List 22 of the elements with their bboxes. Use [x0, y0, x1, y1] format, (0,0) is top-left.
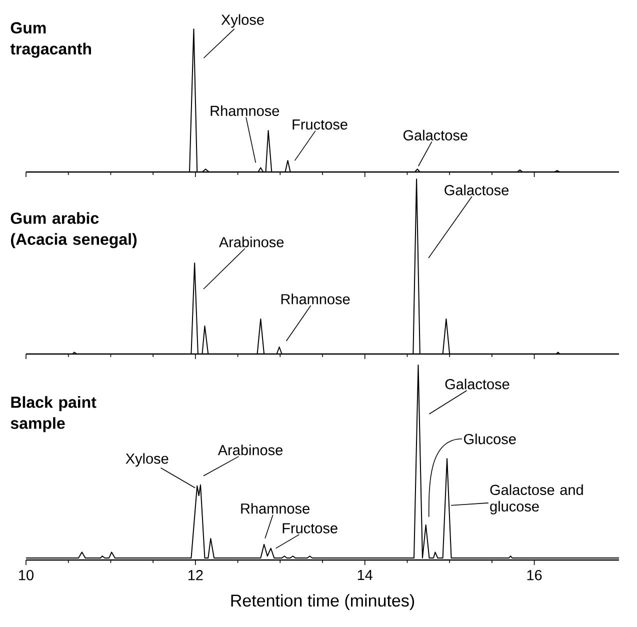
annotation: Fructose — [292, 119, 348, 130]
x-tick-label: 16 — [527, 570, 542, 580]
annotation: Galactose — [444, 184, 509, 196]
x-tick-label: 14 — [358, 570, 372, 580]
annotation: Rhamnose — [281, 294, 350, 304]
annotation: Galactose — [403, 130, 468, 140]
x-tick-label: 12 — [188, 570, 203, 580]
annotation: Galactose — [445, 378, 510, 390]
annotation: Galactose and glucose — [490, 484, 583, 514]
annotation: Arabinose — [218, 444, 283, 456]
annotation: Xylose — [221, 14, 264, 28]
annotation: Rhamnose — [210, 105, 280, 116]
chart-title: Gum tragacanth — [10, 22, 92, 58]
text: Gum arabic (Acacia senegal) — [10, 212, 137, 248]
x-axis-title: Retention time (minutes) — [231, 594, 414, 610]
x-tick-label: 10 — [19, 570, 34, 580]
annotation: Rhamnose — [241, 503, 310, 514]
annotation: Xylose — [126, 453, 168, 467]
annotation: Fructose — [282, 523, 338, 534]
annotation: Glucose — [464, 434, 516, 444]
text: Black paint sample — [10, 396, 96, 432]
annotation: Arabinose — [218, 236, 284, 248]
